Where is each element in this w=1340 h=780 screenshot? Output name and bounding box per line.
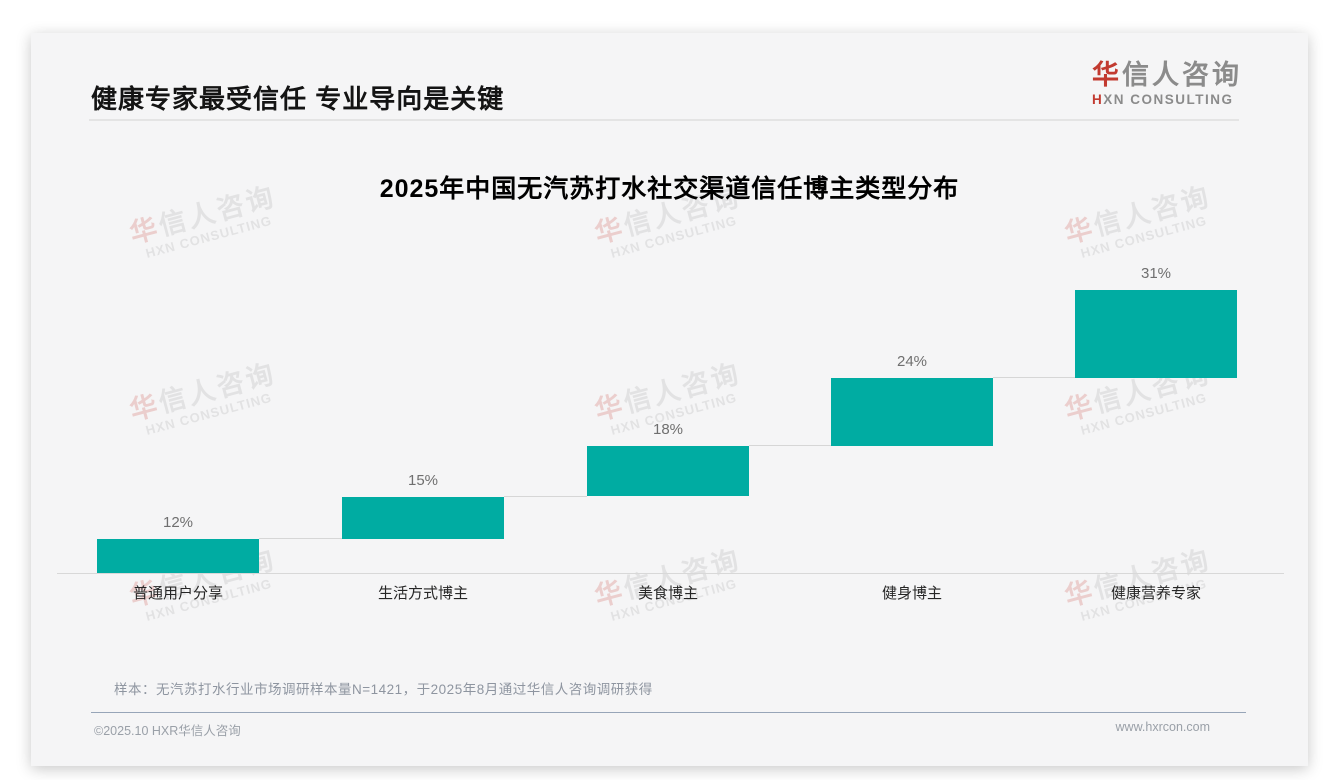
- footer-divider: [91, 712, 1246, 713]
- bar-segment-2: [342, 496, 504, 540]
- x-axis-baseline: [57, 573, 1284, 574]
- footer-website: www.hxrcon.com: [1115, 720, 1210, 734]
- header-divider: [89, 119, 1239, 121]
- footer-copyright: ©2025.10 HXR华信人咨询: [94, 724, 241, 738]
- logo-zh-accent: 华: [1092, 60, 1122, 90]
- category-label-5: 健康营养专家: [1110, 585, 1201, 602]
- waterfall-chart: 12% 普通用户分享 15% 生活方式博主 18% 美食博主 24% 健身博主 31% 健康营养专…: [31, 33, 1308, 766]
- logo-zh-rest: 信人咨询: [1122, 60, 1242, 90]
- value-label-3: 18%: [652, 420, 684, 438]
- waterfall-connector-1: [259, 538, 342, 539]
- category-label-3: 美食博主: [637, 585, 698, 602]
- value-label-4: 24%: [896, 352, 928, 370]
- category-label-4: 健身博主: [881, 585, 942, 602]
- logo-en-accent: H: [1092, 91, 1104, 107]
- value-label-2: 15%: [407, 471, 439, 489]
- page-title: 健康专家最受信任 专业导向是关键: [91, 84, 505, 114]
- bar-segment-1: [97, 539, 259, 573]
- category-label-1: 普通用户分享: [132, 585, 223, 602]
- waterfall-connector-2: [504, 495, 587, 497]
- bar-segment-5: [1075, 290, 1237, 378]
- logo-english-text: HXN CONSULTING: [1092, 92, 1242, 107]
- category-label-2: 生活方式博主: [377, 585, 468, 602]
- report-slide: 华信人咨询 HXN CONSULTING 华信人咨询 HXN CONSULTING 华信…: [31, 33, 1308, 766]
- chart-title: 2025年中国无汽苏打水社交渠道信任博主类型分布: [379, 175, 960, 203]
- waterfall-connector-3: [749, 444, 831, 446]
- waterfall-connector-4: [993, 376, 1075, 378]
- sample-footnote: 样本：无汽苏打水行业市场调研样本量N=1421，于2025年8月通过华信人咨询调…: [114, 682, 653, 697]
- value-label-1: 12%: [162, 514, 194, 531]
- bar-segment-3: [587, 445, 749, 497]
- value-label-5: 31%: [1140, 265, 1172, 282]
- bar-segment-4: [831, 377, 993, 446]
- logo-chinese-text: 华信人咨询: [1092, 60, 1242, 91]
- logo-en-rest: XN CONSULTING: [1103, 91, 1234, 107]
- company-logo: 华信人咨询 HXN CONSULTING: [1092, 60, 1242, 107]
